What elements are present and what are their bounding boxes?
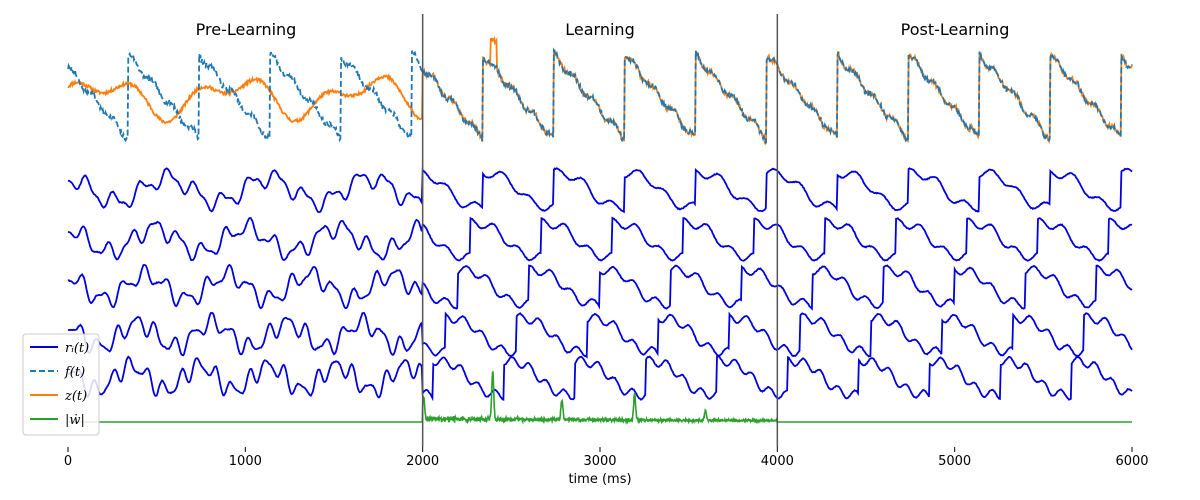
x-tick-label-3: 3000 xyxy=(583,454,616,469)
phase-title-post-learning: Post-Learning xyxy=(901,20,1010,39)
phase-title-learning: Learning xyxy=(565,20,634,39)
series-neuron-rate-3 xyxy=(67,263,1133,311)
x-tick-label-2: 2000 xyxy=(406,454,439,469)
phase-title-pre-learning: Pre-Learning xyxy=(196,20,297,39)
x-tick-label-6: 6000 xyxy=(1115,454,1148,469)
legend-label-f: f(t) xyxy=(64,365,85,380)
legend-label-r: rᵢ(t) xyxy=(65,341,89,356)
series-neuron-rate-5 xyxy=(68,355,1133,402)
x-tick-label-1: 1000 xyxy=(229,454,262,469)
legend-label-z: z(t) xyxy=(64,389,87,404)
legend-label-w: |ẇ| xyxy=(65,413,85,428)
series-neuron-rate-2 xyxy=(67,216,1133,262)
series-weight-change xyxy=(68,370,1132,426)
series-neuron-rate-4 xyxy=(67,311,1133,359)
phase-boundary-lines xyxy=(421,14,779,447)
legend: rᵢ(t) f(t) z(t) |ẇ| xyxy=(22,333,100,436)
x-tick-label-4: 4000 xyxy=(761,454,794,469)
traces-layer xyxy=(67,36,1133,426)
legend-box xyxy=(22,333,100,436)
x-tick-label-0: 0 xyxy=(64,454,72,469)
x-tick-label-5: 5000 xyxy=(938,454,971,469)
series-neuron-rate-1 xyxy=(67,167,1133,214)
series-f-target xyxy=(67,47,1133,145)
x-axis-label: time (ms) xyxy=(568,472,631,487)
x-axis: 0 1000 2000 3000 4000 5000 6000 xyxy=(64,447,1149,469)
